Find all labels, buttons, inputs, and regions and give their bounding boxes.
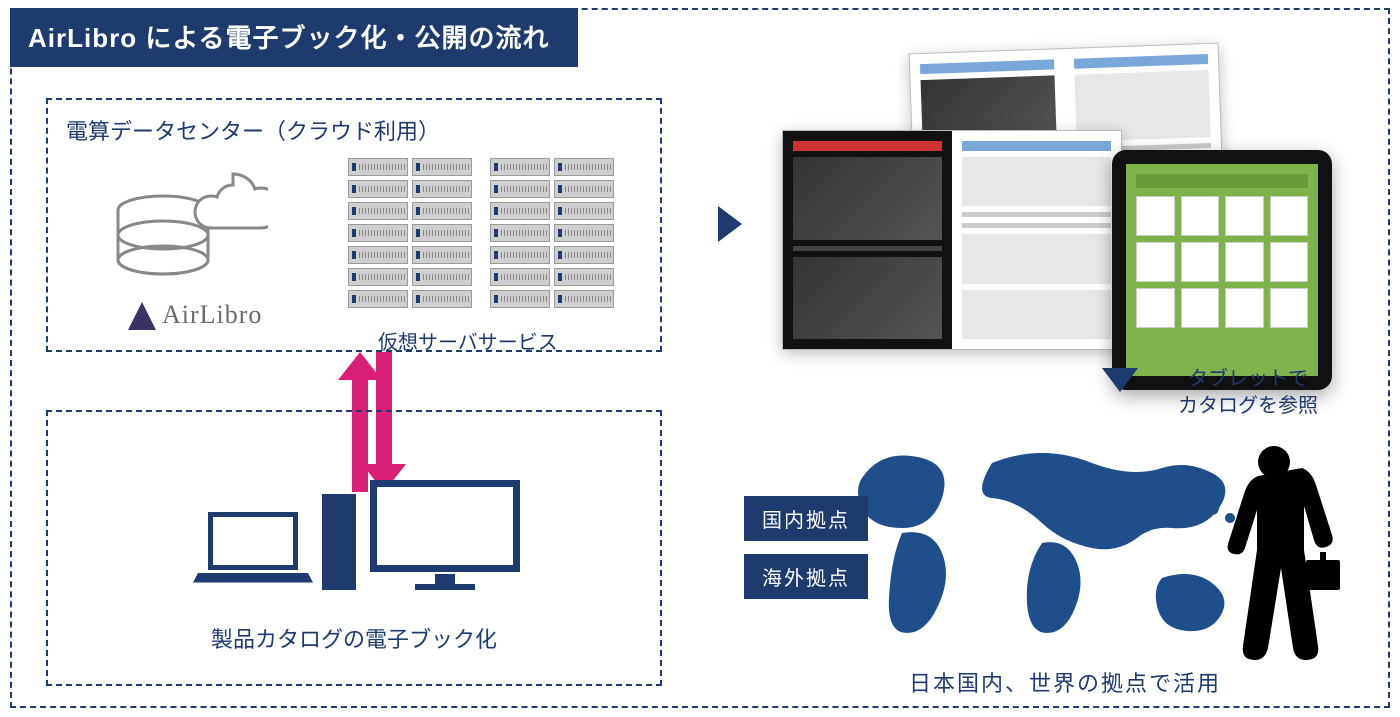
title-brand: AirLibro — [28, 23, 137, 53]
rack-unit — [412, 268, 472, 286]
rack-unit — [412, 246, 472, 264]
diagram-canvas: AirLibro による電子ブック化・公開の流れ 電算データセンター（クラウド利… — [10, 8, 1390, 708]
airlibro-logo: AirLibro — [128, 300, 262, 330]
tower-icon — [322, 494, 356, 590]
world-map-icon — [832, 438, 1272, 668]
rack-unit — [348, 246, 408, 264]
catalog-magazine-front — [782, 130, 1122, 350]
tablet-caption-line1: タブレットで — [1188, 368, 1308, 390]
rack-unit — [348, 268, 408, 286]
airlibro-triangle-icon — [128, 302, 156, 330]
bottom-caption: 日本国内、世界の拠点で活用 — [782, 666, 1348, 698]
rack-unit — [348, 224, 408, 242]
rack-unit — [348, 290, 408, 308]
rack-unit — [490, 158, 550, 176]
rack-unit — [490, 268, 550, 286]
flow-arrow-down-icon — [1102, 368, 1138, 392]
badge-overseas: 海外拠点 — [744, 554, 868, 599]
datacenter-header: 電算データセンター（クラウド利用） — [66, 114, 440, 146]
rack-unit — [412, 158, 472, 176]
tablet-caption-line2: カタログを参照 — [1178, 395, 1318, 417]
server-racks-icon — [348, 158, 614, 308]
rack-unit — [490, 202, 550, 220]
title-text: による電子ブック化・公開の流れ — [137, 23, 549, 53]
client-box: 製品カタログの電子ブック化 — [46, 410, 662, 686]
laptop-icon — [198, 512, 308, 590]
rack-unit — [348, 202, 408, 220]
catalogs-group — [782, 40, 1342, 360]
rack-unit — [490, 224, 550, 242]
rack-unit — [490, 180, 550, 198]
rack-unit — [412, 202, 472, 220]
rack-unit — [554, 268, 614, 286]
rack-unit — [554, 290, 614, 308]
rack-unit — [348, 180, 408, 198]
rack-unit — [412, 290, 472, 308]
businessman-icon — [1208, 440, 1348, 670]
title-bar: AirLibro による電子ブック化・公開の流れ — [10, 8, 578, 67]
computers-icon — [198, 480, 520, 590]
airlibro-logo-text: AirLibro — [162, 300, 262, 330]
rack-unit — [412, 224, 472, 242]
tablet-caption: タブレットで カタログを参照 — [1178, 366, 1318, 420]
badge-domestic: 国内拠点 — [744, 496, 868, 541]
rack-unit — [490, 290, 550, 308]
client-label: 製品カタログの電子ブック化 — [48, 622, 660, 654]
rack-unit — [554, 180, 614, 198]
monitor-icon — [370, 480, 520, 590]
rack-unit — [348, 158, 408, 176]
rack-unit — [554, 158, 614, 176]
rack-unit — [554, 224, 614, 242]
server-label: 仮想サーバサービス — [378, 326, 558, 355]
rack-unit — [412, 180, 472, 198]
rack-unit — [554, 246, 614, 264]
flow-arrow-right-icon — [718, 206, 742, 242]
rack-unit — [554, 202, 614, 220]
tablet-icon — [1112, 150, 1332, 390]
datacenter-box: 電算データセンター（クラウド利用） AirLibro 仮想サーバサービス — [46, 98, 662, 352]
database-cloud-icon — [108, 170, 268, 305]
rack-unit — [490, 246, 550, 264]
